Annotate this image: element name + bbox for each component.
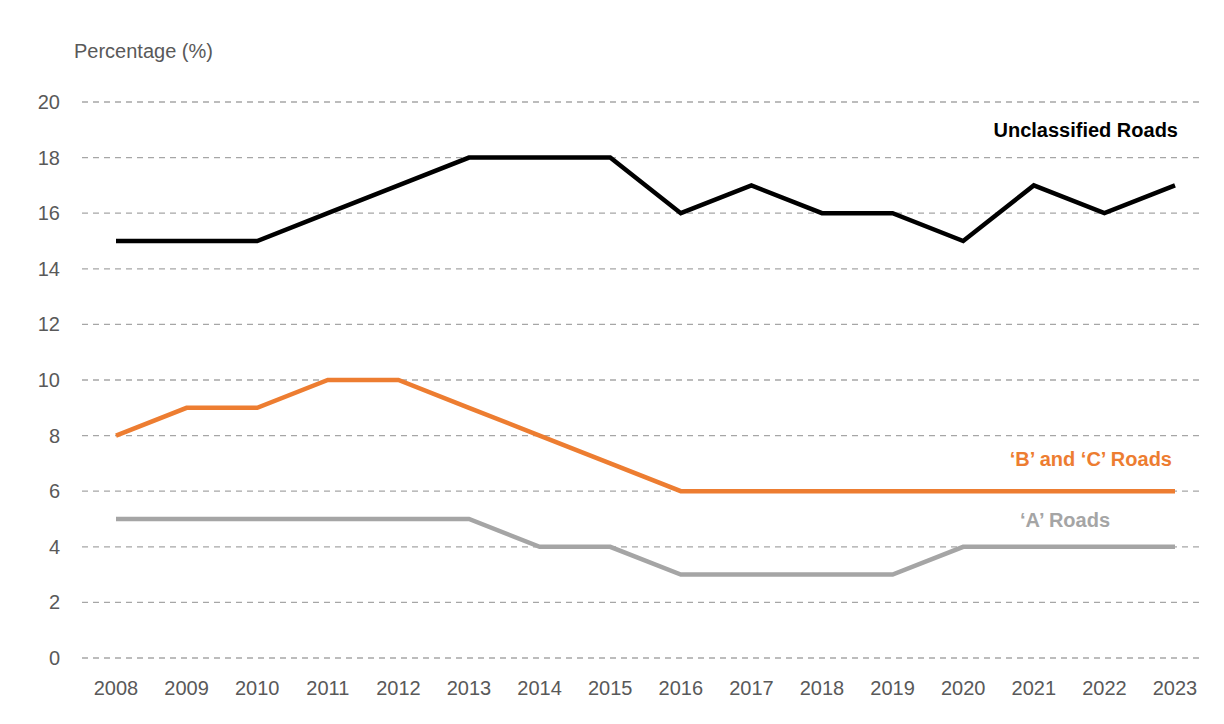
x-tick-label: 2021 bbox=[1012, 677, 1057, 699]
x-tick-label: 2019 bbox=[870, 677, 915, 699]
x-tick-label: 2015 bbox=[588, 677, 633, 699]
series-line bbox=[116, 380, 1175, 491]
grid-line bbox=[82, 101, 1204, 102]
x-tick-label: 2022 bbox=[1082, 677, 1127, 699]
series-line bbox=[116, 158, 1175, 241]
grid-line bbox=[82, 324, 1204, 325]
series-label: ‘B’ and ‘C’ Roads bbox=[1010, 448, 1172, 470]
x-tick-label: 2018 bbox=[800, 677, 845, 699]
lines bbox=[116, 158, 1175, 575]
y-tick-label: 20 bbox=[38, 91, 60, 113]
series-label: ‘A’ Roads bbox=[1020, 509, 1110, 531]
x-tick-label: 2010 bbox=[235, 677, 280, 699]
y-tick-label: 10 bbox=[38, 369, 60, 391]
grid-line bbox=[82, 213, 1204, 214]
y-tick-label: 12 bbox=[38, 313, 60, 335]
y-tick-label: 18 bbox=[38, 147, 60, 169]
y-tick-label: 14 bbox=[38, 258, 60, 280]
grid-line bbox=[82, 268, 1204, 269]
grid-line bbox=[82, 379, 1204, 380]
x-tick-label: 2023 bbox=[1153, 677, 1198, 699]
x-tick-label: 2009 bbox=[164, 677, 209, 699]
grid-line bbox=[82, 435, 1204, 436]
y-tick-label: 16 bbox=[38, 202, 60, 224]
x-tick-label: 2011 bbox=[306, 677, 349, 699]
x-tick-label: 2016 bbox=[659, 677, 704, 699]
grid-line bbox=[82, 602, 1204, 603]
x-tick-label: 2012 bbox=[376, 677, 421, 699]
series-label: Unclassified Roads bbox=[993, 119, 1178, 141]
y-tick-label: 0 bbox=[49, 647, 60, 669]
x-tick-label: 2008 bbox=[94, 677, 139, 699]
grid bbox=[82, 102, 1204, 658]
y-tick-label: 2 bbox=[49, 591, 60, 613]
x-tick-label: 2014 bbox=[517, 677, 562, 699]
grid-line bbox=[82, 657, 1204, 658]
x-tick-label: 2013 bbox=[447, 677, 492, 699]
y-axis-label: Percentage (%) bbox=[74, 40, 213, 62]
y-tick-label: 4 bbox=[49, 536, 60, 558]
y-tick-label: 8 bbox=[49, 425, 60, 447]
series-line bbox=[116, 519, 1175, 575]
grid-line bbox=[82, 157, 1204, 158]
chart: 0 2 4 6 8 10 12 14 16 18 20 Percentage (%) 2008 2009 2… bbox=[0, 0, 1224, 724]
x-tick-label: 2020 bbox=[941, 677, 986, 699]
x-tick-label: 2017 bbox=[729, 677, 774, 699]
y-tick-label: 6 bbox=[49, 480, 60, 502]
